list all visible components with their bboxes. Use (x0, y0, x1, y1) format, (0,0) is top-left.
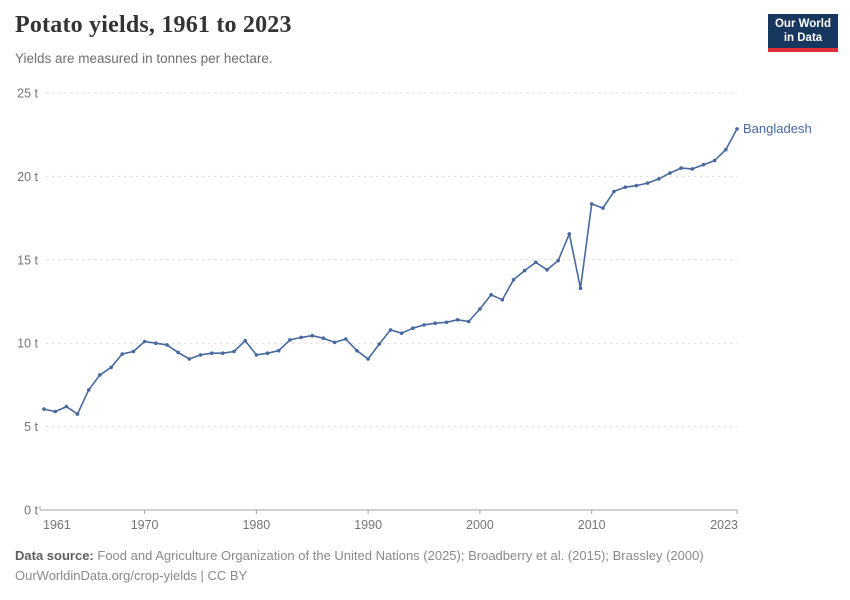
chart-title: Potato yields, 1961 to 2023 (15, 12, 292, 38)
data-point-bangladesh-1991 (377, 342, 382, 346)
data-point-bangladesh-1985 (310, 333, 315, 338)
data-point-bangladesh-1987 (332, 340, 337, 345)
data-point-bangladesh-1975 (198, 353, 203, 357)
x-tick-label-1970: 1970 (131, 518, 159, 532)
x-tick-label-2010: 2010 (578, 518, 606, 532)
owid-logo[interactable]: Our World in Data (768, 14, 838, 52)
data-point-bangladesh-1994 (411, 326, 415, 330)
data-point-bangladesh-2003 (511, 278, 516, 282)
owid-logo-line1: Our World (774, 17, 831, 30)
data-point-bangladesh-1962 (53, 409, 57, 414)
data-point-bangladesh-1988 (344, 337, 348, 341)
data-point-bangladesh-1965 (86, 388, 91, 392)
data-point-bangladesh-2008 (567, 232, 572, 236)
y-tick-label-25: 25 t (17, 87, 38, 101)
data-point-bangladesh-1977 (221, 351, 225, 356)
series-end-label-bangladesh[interactable]: Bangladesh (743, 121, 812, 136)
x-tick-label-2000: 2000 (466, 518, 494, 532)
y-tick-label-5: 5 t (24, 420, 38, 434)
data-point-bangladesh-2020 (701, 162, 706, 167)
owid-logo-line2: in Data (783, 32, 823, 44)
data-point-bangladesh-1996 (433, 321, 438, 325)
data-point-bangladesh-1971 (154, 341, 158, 346)
data-point-bangladesh-1997 (444, 320, 449, 325)
data-source-label: Data source: (15, 548, 94, 563)
data-point-bangladesh-1969 (131, 349, 136, 354)
data-point-bangladesh-2009 (578, 286, 583, 290)
data-point-bangladesh-1980 (254, 353, 259, 357)
footer-license-line: OurWorldinData.org/crop-yields | CC BY (15, 566, 835, 586)
data-point-bangladesh-2018 (679, 166, 683, 170)
data-point-bangladesh-1979 (243, 338, 247, 343)
line-chart[interactable]: 0 t 5 t 10 t 15 t 20 t 25 t 1961 1970 1980 1990 20… (0, 80, 850, 540)
data-point-bangladesh-1964 (75, 412, 80, 416)
data-point-bangladesh-2002 (500, 298, 505, 302)
data-point-bangladesh-1973 (176, 350, 180, 355)
y-tick-label-0: 0 t (24, 504, 38, 518)
data-source-text: Food and Agriculture Organization of the… (97, 548, 704, 563)
y-tick-label-20: 20 t (17, 170, 38, 184)
data-point-bangladesh-2013 (623, 185, 627, 189)
chart-area[interactable]: 0 t 5 t 10 t 15 t 20 t 25 t 1961 1970 1980 1990 20… (0, 80, 850, 540)
data-point-bangladesh-1989 (355, 348, 359, 353)
chart-footer: Data source: Food and Agriculture Organi… (15, 546, 835, 586)
data-point-bangladesh-1981 (265, 351, 270, 356)
data-point-bangladesh-2005 (534, 260, 538, 265)
data-point-bangladesh-2016 (657, 177, 661, 181)
data-point-bangladesh-1974 (187, 357, 192, 361)
data-point-bangladesh-1963 (64, 404, 69, 409)
data-point-bangladesh-2023 (735, 127, 739, 131)
data-point-bangladesh-1972 (165, 343, 169, 347)
series-line-bangladesh (43, 128, 738, 415)
data-point-bangladesh-1984 (299, 335, 303, 340)
data-point-bangladesh-1978 (232, 349, 236, 354)
y-tick-label-10: 10 t (17, 337, 38, 351)
data-point-bangladesh-1986 (321, 336, 326, 341)
data-point-bangladesh-2019 (690, 167, 695, 171)
data-point-bangladesh-1982 (276, 348, 281, 353)
y-tick-label-15: 15 t (17, 253, 38, 267)
data-point-bangladesh-2004 (522, 268, 527, 273)
x-tick-label-1980: 1980 (242, 518, 270, 532)
chart-subtitle: Yields are measured in tonnes per hectar… (15, 51, 273, 66)
data-point-bangladesh-1967 (109, 365, 113, 370)
data-point-bangladesh-1983 (288, 338, 292, 342)
x-tick-label-1961: 1961 (43, 518, 71, 532)
data-point-bangladesh-2006 (545, 268, 549, 272)
data-point-bangladesh-1990 (366, 357, 370, 361)
license-label: CC BY (207, 568, 248, 583)
data-point-bangladesh-2011 (601, 206, 605, 210)
data-point-bangladesh-2014 (634, 183, 639, 188)
data-point-bangladesh-2012 (612, 189, 616, 194)
data-point-bangladesh-2010 (589, 202, 594, 206)
data-point-bangladesh-1998 (455, 318, 460, 322)
data-point-bangladesh-2017 (668, 171, 672, 175)
data-point-bangladesh-2001 (489, 293, 493, 297)
data-point-bangladesh-2021 (712, 158, 717, 163)
data-point-bangladesh-2000 (478, 307, 482, 311)
data-point-bangladesh-1995 (422, 323, 426, 327)
data-point-bangladesh-1968 (120, 352, 124, 356)
data-point-bangladesh-1966 (98, 373, 102, 377)
data-point-bangladesh-2007 (556, 258, 560, 263)
data-point-bangladesh-1992 (388, 328, 393, 332)
data-point-bangladesh-1961 (42, 407, 46, 411)
data-point-bangladesh-1999 (466, 319, 471, 324)
x-tick-label-1990: 1990 (354, 518, 382, 532)
footer-separator: | (196, 568, 208, 583)
data-point-bangladesh-2015 (645, 181, 650, 185)
footer-source-line: Data source: Food and Agriculture Organi… (15, 546, 835, 566)
data-point-bangladesh-1970 (142, 339, 147, 344)
data-point-bangladesh-1976 (209, 351, 214, 356)
data-point-bangladesh-2022 (724, 147, 728, 152)
x-tick-label-2023: 2023 (710, 518, 738, 532)
chart-url-link[interactable]: OurWorldinData.org/crop-yields (15, 568, 197, 583)
data-point-bangladesh-1993 (399, 331, 404, 335)
